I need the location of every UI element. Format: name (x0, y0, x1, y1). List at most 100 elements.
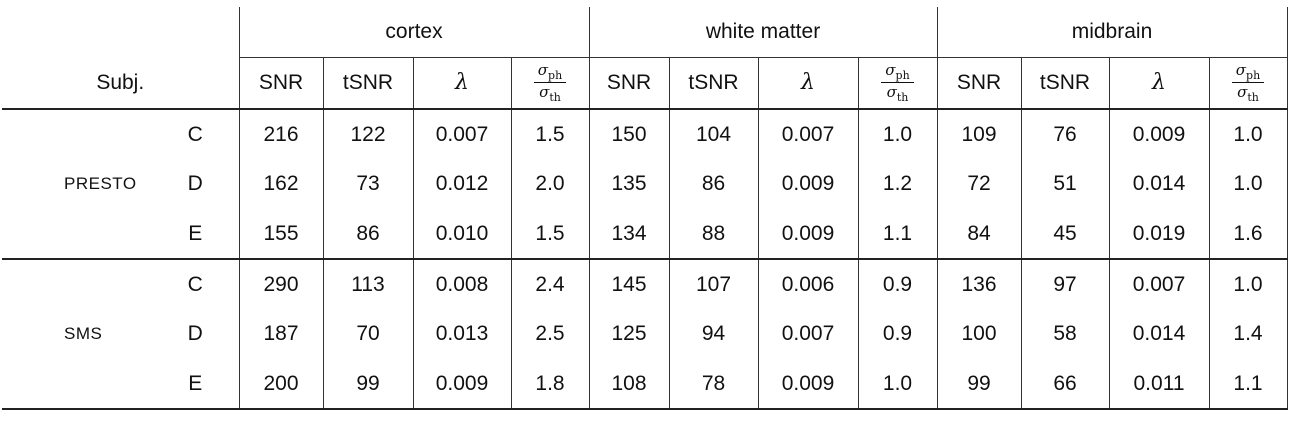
midbrain-tsnr-value: 76 (1020, 108, 1109, 159)
column-group-midbrain: midbrain (936, 7, 1288, 58)
table-row: PRESTO C 216 122 0.007 1.5 150 104 0.007 1.0 109 76… (2, 108, 1288, 259)
white-matter-sigma-ratio-value: 0.9 (857, 309, 937, 359)
cortex-tsnr-column-header: tSNR (322, 57, 413, 109)
lambda-symbol: λ (455, 70, 469, 96)
white-matter-tsnr-value: 104 (668, 108, 758, 159)
table-row: D 187 70 0.013 2.5 125 94 0.007 0.9 100 58 0.014 1.4 (2, 309, 1288, 359)
midbrain-snr-value: 99 (936, 359, 1021, 409)
subject-cell: E (188, 221, 203, 245)
white-matter-tsnr-value: 94 (668, 309, 758, 359)
white-matter-lambda-value: 0.009 (757, 209, 858, 259)
white-matter-sigma-ratio-value: 1.0 (857, 108, 937, 159)
cortex-tsnr-value: 73 (322, 159, 413, 209)
white-matter-snr-value: 150 (588, 108, 669, 159)
column-group-white-matter: white matter (588, 7, 937, 58)
table-row: D 162 73 0.012 2.0 135 86 0.009 1.2 72 51 0.014 1.0 (2, 159, 1288, 209)
cortex-snr-column-header: SNR (238, 57, 323, 109)
cortex-sigma-ratio-value: 1.5 (510, 209, 589, 259)
white-matter-snr-value: 108 (588, 359, 669, 409)
cortex-snr-value: 290 (238, 258, 323, 309)
white-matter-snr-value: 134 (588, 209, 669, 259)
sigma-ratio-symbol: σph σth (1231, 62, 1265, 103)
white-matter-lambda-value: 0.007 (757, 108, 858, 159)
white-matter-lambda-value: 0.006 (757, 258, 858, 309)
midbrain-sigma-ratio-column-header: σph σth (1208, 57, 1288, 109)
cortex-tsnr-value: 122 (322, 108, 413, 159)
midbrain-tsnr-value: 97 (1020, 258, 1109, 309)
midbrain-lambda-value: 0.007 (1108, 258, 1209, 309)
midbrain-snr-value: 84 (936, 209, 1021, 259)
cortex-lambda-value: 0.009 (412, 359, 511, 409)
results-table: cortex white matter midbrain Subj. SNR t… (2, 7, 1288, 410)
sub-header-row: Subj. SNR tSNR λ σph σth SNR tSNR λ σph … (2, 57, 1288, 109)
table-body: PRESTO C 216 122 0.007 1.5 150 104 0.007 1.0 109 76… (2, 108, 1288, 409)
cortex-sigma-ratio-value: 2.0 (510, 159, 589, 209)
white-matter-sigma-ratio-column-header: σph σth (857, 57, 937, 109)
cortex-lambda-value: 0.010 (412, 209, 511, 259)
white-matter-snr-value: 145 (588, 258, 669, 309)
subject-cell: C (152, 108, 239, 159)
midbrain-lambda-value: 0.014 (1108, 159, 1209, 209)
white-matter-sigma-ratio-value: 1.0 (857, 359, 937, 409)
midbrain-snr-value: 109 (936, 108, 1021, 159)
table-row: E 155 86 0.010 1.5 134 88 0.009 1.1 84 45 0.019 1.6 (2, 209, 1288, 259)
midbrain-tsnr-value: 58 (1020, 309, 1109, 359)
row-group-label-presto: PRESTO (2, 108, 152, 259)
subject-cell: C (152, 258, 239, 309)
midbrain-snr-value: 136 (936, 258, 1021, 309)
cortex-lambda-value: 0.013 (412, 309, 511, 359)
midbrain-tsnr-column-header: tSNR (1020, 57, 1109, 109)
cortex-tsnr-value: 86 (322, 209, 413, 259)
cortex-sigma-ratio-column-header: σph σth (510, 57, 589, 109)
subject-cell: D (187, 172, 203, 195)
results-table-container: cortex white matter midbrain Subj. SNR t… (2, 7, 1288, 410)
white-matter-tsnr-value: 78 (668, 359, 758, 409)
midbrain-tsnr-value: 66 (1020, 359, 1109, 409)
subject-column-header: Subj. (96, 70, 145, 94)
row-group-label-sms: SMS (2, 258, 152, 409)
cortex-snr-value: 155 (238, 209, 323, 259)
white-matter-lambda-value: 0.009 (757, 359, 858, 409)
white-matter-tsnr-column-header: tSNR (668, 57, 758, 109)
midbrain-tsnr-value: 51 (1020, 159, 1109, 209)
cortex-snr-value: 162 (238, 159, 323, 209)
midbrain-lambda-value: 0.019 (1108, 209, 1209, 259)
midbrain-snr-value: 100 (936, 309, 1021, 359)
cortex-sigma-ratio-value: 1.8 (510, 359, 589, 409)
midbrain-lambda-column-header: λ (1108, 57, 1209, 109)
white-matter-sigma-ratio-value: 1.2 (857, 159, 937, 209)
white-matter-sigma-ratio-value: 1.1 (857, 209, 937, 259)
white-matter-snr-column-header: SNR (588, 57, 669, 109)
white-matter-tsnr-value: 86 (668, 159, 758, 209)
white-matter-snr-value: 125 (588, 309, 669, 359)
subject-cell: E (188, 371, 203, 395)
column-group-cortex: cortex (238, 7, 589, 58)
cortex-tsnr-value: 99 (322, 359, 413, 409)
cortex-lambda-value: 0.012 (412, 159, 511, 209)
cortex-snr-value: 216 (238, 108, 323, 159)
white-matter-lambda-value: 0.007 (757, 309, 858, 359)
cortex-lambda-value: 0.008 (412, 258, 511, 309)
stub-corner (2, 7, 239, 57)
midbrain-sigma-ratio-value: 1.0 (1208, 159, 1288, 209)
cortex-snr-value: 200 (238, 359, 323, 409)
white-matter-sigma-ratio-value: 0.9 (857, 258, 937, 309)
white-matter-lambda-column-header: λ (757, 57, 858, 109)
cortex-lambda-value: 0.007 (412, 108, 511, 159)
sigma-ratio-symbol: σph σth (533, 62, 567, 103)
midbrain-sigma-ratio-value: 1.0 (1208, 258, 1288, 309)
midbrain-sigma-ratio-value: 1.1 (1208, 359, 1288, 409)
table-row: SMS C 290 113 0.008 2.4 145 107 0.006 0.9 136 97 0.0… (2, 258, 1288, 409)
cortex-lambda-column-header: λ (412, 57, 511, 109)
midbrain-lambda-value: 0.009 (1108, 108, 1209, 159)
subject-cell: D (187, 322, 203, 345)
midbrain-sigma-ratio-value: 1.6 (1208, 209, 1288, 259)
table-row: E 200 99 0.009 1.8 108 78 0.009 1.0 99 66 0.011 1.1 (2, 359, 1288, 409)
lambda-symbol: λ (1152, 70, 1166, 96)
white-matter-tsnr-value: 107 (668, 258, 758, 309)
midbrain-snr-value: 72 (936, 159, 1021, 209)
white-matter-lambda-value: 0.009 (757, 159, 858, 209)
cortex-tsnr-value: 113 (322, 258, 413, 309)
midbrain-tsnr-value: 45 (1020, 209, 1109, 259)
midbrain-lambda-value: 0.014 (1108, 309, 1209, 359)
